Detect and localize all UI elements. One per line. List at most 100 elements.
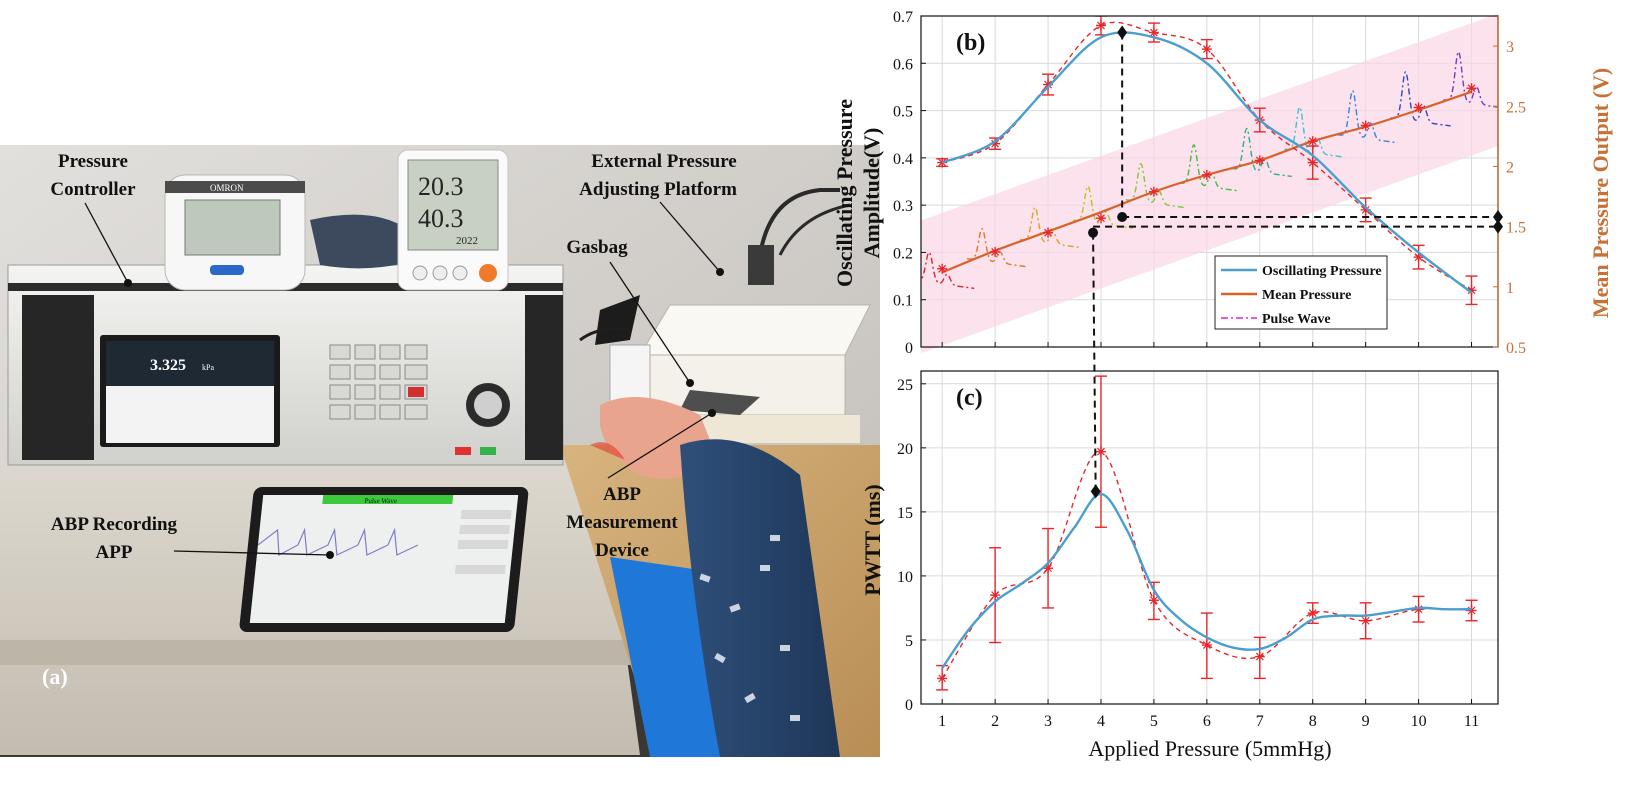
- y-tick-label: 0.4: [893, 151, 913, 168]
- x-tick-label: 6: [1203, 713, 1211, 730]
- mean-pressure-marker: [938, 264, 947, 273]
- label-pressure-controller-1: Pressure: [58, 151, 128, 172]
- oscillating-measured-point: [991, 139, 1000, 148]
- pwtt-measured-point: [1149, 596, 1158, 605]
- x-tick-label: 2: [991, 713, 999, 730]
- leader-gasbag: [609, 261, 691, 384]
- tablet-title: Pulse Wave: [364, 497, 397, 505]
- mean-pressure-marker: [1044, 228, 1052, 237]
- pointer-dot: [686, 379, 694, 387]
- pulse-wave: [1125, 163, 1187, 209]
- pointer-dot: [716, 268, 724, 276]
- pulse-wave: [967, 228, 1028, 268]
- pwtt-measured-point: [1202, 641, 1211, 650]
- mean-pressure-marker: [1255, 156, 1264, 165]
- pulse-wave: [1337, 90, 1398, 144]
- panel-label-c: (c): [956, 385, 983, 411]
- y-tick-label: 0.7: [893, 9, 913, 26]
- pwtt-measured-point: [1361, 616, 1370, 625]
- label-external-platform-2: Adjusting Platform: [579, 179, 737, 200]
- mean-pressure-marker: [1202, 170, 1211, 179]
- controller-readout: 3.325: [150, 357, 186, 374]
- setup-photo: 3.325 kPa OMRON: [0, 145, 880, 757]
- x-tick-label: 5: [1150, 713, 1158, 730]
- pointer-dot: [708, 409, 716, 417]
- tablet: Pulse Wave: [239, 487, 529, 632]
- y2-tick-label: 1.5: [1506, 220, 1526, 237]
- thermo-humidity: 40.3: [418, 204, 464, 233]
- leader-recording-app: [173, 550, 331, 556]
- legend-mean: Mean Pressure: [1262, 288, 1351, 303]
- pointer-dot: [326, 551, 334, 559]
- thermo-temp: 20.3: [418, 172, 464, 201]
- panel-b-ylabel-line2: Amplitude(V): [859, 128, 884, 259]
- pointer-dot: [124, 279, 132, 287]
- pulse-wave: [1231, 127, 1292, 178]
- oscillating-measured-point: [1097, 21, 1105, 30]
- x-tick-label: 10: [1411, 713, 1427, 730]
- right-axis-diamond-upper: [1493, 210, 1503, 225]
- panel-b-ylabel-line1: Oscillating Pressure: [832, 99, 857, 287]
- mean-pressure-marker: [1097, 214, 1105, 223]
- x-tick-label: 8: [1309, 713, 1317, 730]
- y-tick-label: 0.1: [893, 293, 913, 310]
- label-recording-app-2: APP: [96, 542, 133, 563]
- monitor-brand: OMRON: [210, 183, 244, 193]
- x-tick-label: 11: [1464, 713, 1479, 730]
- mean-pressure-marker: [1149, 187, 1158, 196]
- label-recording-app-1: ABP Recording: [51, 514, 178, 535]
- panel-b-pulse-waves: [921, 51, 1498, 290]
- oscillating-fit-line: [941, 31, 1473, 294]
- pwtt-measured-point: [1467, 606, 1476, 615]
- pulse-wave: [1019, 206, 1081, 249]
- y-tick-label: 10: [897, 569, 913, 586]
- y2-tick-label: 2.5: [1506, 99, 1526, 116]
- panel-b-legend: Oscillating Pressure Mean Pressure Pulse…: [1214, 255, 1388, 330]
- y-tick-label: 5: [905, 633, 913, 650]
- y-tick-label: 25: [897, 377, 913, 394]
- pwtt-measured-point: [1308, 609, 1317, 617]
- leader-pressure-controller: [84, 202, 129, 284]
- panel-c-frame: [920, 370, 1499, 705]
- mean-pressure-marker: [1308, 137, 1317, 146]
- sleeve-pattern: [699, 535, 800, 721]
- panel-c-xlabel: Applied Pressure (5mmHg): [1088, 736, 1331, 761]
- oscillating-measured-point: [1044, 80, 1052, 89]
- oscillating-measured-point: [1308, 158, 1317, 167]
- y2-tick-label: 2: [1506, 159, 1514, 176]
- x-tick-label: 3: [1044, 713, 1052, 730]
- pulse-wave: [1443, 51, 1498, 108]
- y-tick-label: 0.5: [893, 104, 913, 121]
- controller-keypad: [329, 344, 428, 420]
- x-tick-label: 4: [1097, 713, 1105, 730]
- thermo-year: 2022: [456, 235, 478, 247]
- x-tick-label: 7: [1256, 713, 1264, 730]
- leader-abp-device: [607, 412, 713, 479]
- y2-tick-label: 0.5: [1506, 340, 1526, 357]
- pwtt-measured-point: [1044, 564, 1052, 573]
- y-tick-label: 0.2: [893, 245, 913, 262]
- oscillating-measured-point: [1202, 45, 1211, 54]
- mean-pressure-marker: [1414, 103, 1423, 112]
- legend-pulse: Pulse Wave: [1262, 312, 1331, 327]
- oscillating-measured-point: [1467, 286, 1476, 295]
- label-abp-device-1: ABP: [603, 484, 641, 505]
- x-tick-label: 1: [938, 713, 946, 730]
- confidence-band: [921, 13, 1498, 354]
- pulse-wave: [1390, 71, 1451, 127]
- leader-external-platform: [659, 201, 721, 273]
- pwtt-fit-line: [941, 492, 1472, 669]
- label-abp-device-3: Device: [595, 540, 649, 561]
- y-tick-label: 20: [897, 441, 913, 458]
- y-tick-label: 0.6: [893, 56, 913, 73]
- pwtt-measured-point: [938, 674, 947, 683]
- panel-b-y2label: Mean Pressure Output (V): [1588, 68, 1613, 318]
- pulse-wave: [921, 251, 975, 290]
- y2-tick-label: 1: [1506, 280, 1514, 297]
- panel-c-axes: 0 5 10 15 20 25 1 2 3 4 5 6 7 8 9 10 11: [897, 370, 1499, 730]
- y-tick-label: 0: [905, 697, 913, 714]
- label-external-platform-1: External Pressure: [591, 151, 736, 172]
- pwtt-measured-point: [1097, 447, 1105, 456]
- panel-label-a: (a): [42, 664, 68, 689]
- pwtt-measured-line: [941, 450, 1472, 679]
